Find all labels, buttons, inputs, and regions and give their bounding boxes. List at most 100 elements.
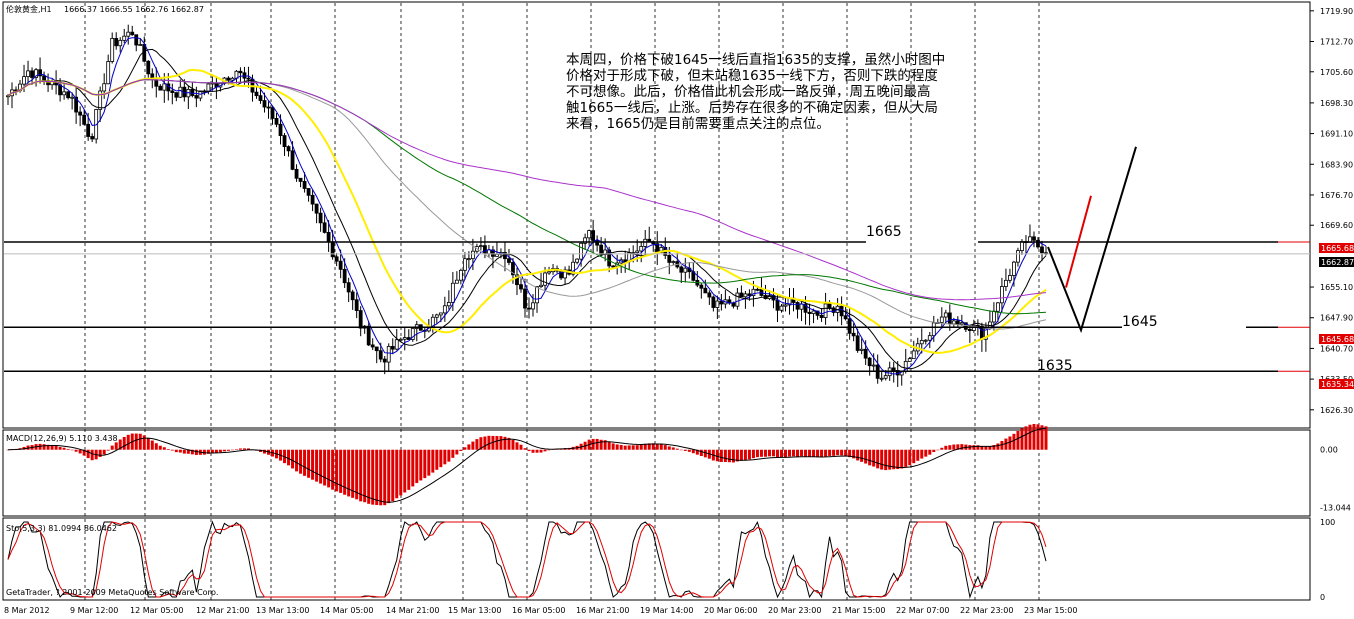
- candle-body-218: [879, 377, 884, 380]
- y-tick-1: 1712.70: [1320, 38, 1353, 47]
- macd-bar-119: [483, 436, 487, 450]
- candle-body-109: [442, 305, 447, 314]
- macd-bar-232: [936, 449, 940, 451]
- candle-body-182: [735, 292, 740, 307]
- macd-bar-21: [90, 449, 94, 461]
- analysis-annotation: 本周四，价格下破1645一线后直指1635的支撑，虽然小时图中 价格对于形成下破…: [566, 52, 946, 132]
- candle-body-181: [731, 302, 736, 307]
- candle-body-14: [62, 91, 67, 96]
- candle-body-26: [110, 38, 115, 62]
- macd-bar-92: [375, 449, 379, 505]
- macd-bar-224: [904, 449, 908, 467]
- candle-body-92: [374, 346, 379, 352]
- macd-bar-162: [655, 443, 659, 450]
- macd-bar-228: [920, 449, 924, 459]
- macd-bar-166: [671, 447, 675, 450]
- price-tag-current-bg: [1319, 257, 1354, 267]
- macd-bar-124: [503, 436, 507, 450]
- stochastic-lines: [7, 520, 1047, 599]
- y-tick-13: 1626.30: [1320, 406, 1353, 415]
- candle-body-116: [470, 250, 475, 260]
- candle-body-200: [807, 311, 812, 314]
- candle-body-39: [162, 83, 167, 91]
- macd-bar-103: [419, 449, 423, 481]
- candle-body-115: [466, 258, 471, 261]
- candle-body-253: [1020, 241, 1024, 252]
- macd-bar-168: [679, 449, 683, 451]
- macd-bar-91: [371, 449, 375, 505]
- candle-body-157: [635, 250, 640, 254]
- candle-body-93: [378, 350, 383, 360]
- candle-body-205: [827, 303, 832, 309]
- macd-bar-123: [499, 436, 503, 450]
- macd-bar-97: [395, 449, 399, 499]
- candle-body-125: [507, 258, 511, 263]
- macd-bar-84: [343, 449, 347, 495]
- macd-bar-158: [639, 444, 643, 450]
- macd-bar-245: [988, 446, 992, 450]
- candle-body-80: [326, 232, 331, 243]
- candle-body-78: [318, 212, 323, 224]
- candle-body-238: [959, 322, 964, 325]
- candle-body-47: [194, 95, 199, 99]
- macd-bar-196: [792, 449, 796, 457]
- candle-body-145: [587, 230, 592, 239]
- candle-body-17: [74, 96, 79, 113]
- candle-body-7: [34, 69, 38, 78]
- candle-body-38: [158, 85, 163, 91]
- candle-body-228: [919, 340, 924, 345]
- candle-body-249: [1004, 279, 1008, 287]
- macd-bar-251: [1012, 433, 1016, 450]
- candle-body-248: [1000, 286, 1004, 304]
- candle-body-183: [739, 292, 744, 298]
- candle-body-87: [354, 299, 359, 311]
- forecast-lines: [1047, 146, 1137, 334]
- macd-bar-215: [868, 449, 872, 466]
- candle-body-243: [979, 325, 984, 340]
- candle-body-21: [90, 136, 95, 140]
- candle-body-256: [1032, 236, 1036, 241]
- candle-body-165: [667, 254, 672, 263]
- macd-bar-193: [779, 449, 783, 458]
- candle-body-148: [599, 244, 604, 255]
- x-tick-15: 22 Mar 23:00: [960, 606, 1013, 615]
- macd-bar-147: [595, 438, 599, 450]
- macd-bar-206: [832, 449, 836, 456]
- candle-body-247: [996, 302, 1000, 312]
- candle-body-146: [591, 230, 596, 241]
- candle-body-199: [803, 303, 808, 313]
- macd-bar-0: [6, 449, 10, 451]
- candle-body-8: [38, 69, 42, 77]
- candle-body-168: [679, 266, 684, 273]
- macd-bar-94: [383, 449, 387, 506]
- macd-bar-170: [687, 449, 691, 452]
- level-label-1635: 1635: [1037, 358, 1073, 374]
- macd-bar-167: [675, 448, 679, 450]
- macd-bar-44: [182, 449, 186, 454]
- ohlc-readout: 1666.37 1666.55 1662.76 1662.87: [64, 5, 204, 14]
- macd-bar-118: [479, 437, 483, 450]
- candle-body-100: [406, 337, 411, 340]
- macd-bar-250: [1008, 436, 1012, 450]
- macd-bar-202: [816, 449, 820, 458]
- macd-bar-40: [166, 449, 170, 450]
- candle-body-71: [290, 150, 295, 170]
- macd-bar-90: [367, 449, 371, 504]
- price-tag-1635: 1635.34: [1321, 380, 1354, 389]
- macd-bar-157: [635, 445, 639, 450]
- macd-bar-129: [523, 448, 527, 450]
- macd-bar-57: [234, 449, 238, 450]
- macd-bar-255: [1028, 424, 1032, 450]
- macd-bar-217: [876, 449, 880, 469]
- macd-bar-234: [944, 445, 948, 450]
- candle-body-28: [118, 39, 123, 47]
- macd-bar-219: [884, 449, 888, 471]
- macd-bar-134: [543, 449, 547, 452]
- candle-body-177: [715, 300, 720, 308]
- macd-bar-229: [924, 449, 928, 457]
- candle-body-58: [238, 70, 243, 74]
- y-tick-6: 1676.70: [1320, 191, 1353, 200]
- candle-body-65: [266, 106, 271, 109]
- macd-bar-194: [783, 449, 787, 458]
- macd-bar-150: [607, 441, 611, 450]
